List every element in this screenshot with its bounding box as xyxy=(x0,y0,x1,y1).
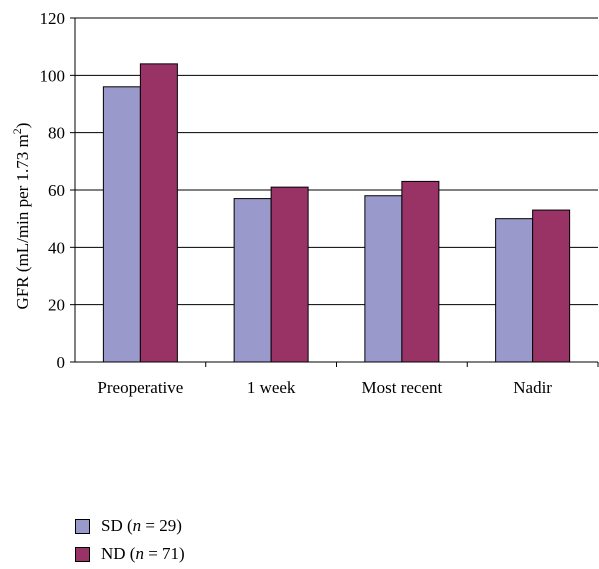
y-axis-title: GFR (mL/min per 1.73 m2) xyxy=(10,123,32,310)
y-tick-label: 20 xyxy=(48,296,65,315)
y-tick-label: 60 xyxy=(48,181,65,200)
y-tick-label: 100 xyxy=(40,66,66,85)
x-category-labels: Preoperative 1 week Most recent Nadir xyxy=(97,378,552,397)
legend-label-nd: ND (n = 71) xyxy=(101,544,185,563)
legend-swatch-nd xyxy=(75,546,90,562)
bar-chart: 0 20 40 60 80 100 120 Preoperative 1 week Most r… xyxy=(10,9,599,397)
bar-nd-0 xyxy=(139,63,178,363)
x-category-label: Preoperative xyxy=(97,378,183,397)
legend-label-sd: SD (n = 29) xyxy=(101,516,182,535)
bars xyxy=(102,63,571,363)
y-tick-label: 40 xyxy=(48,238,65,257)
bar-nd-2 xyxy=(401,180,440,363)
y-tick-labels: 0 20 40 60 80 100 120 xyxy=(40,9,66,372)
y-tick-label: 120 xyxy=(40,9,66,28)
bar-nd-3 xyxy=(532,209,571,363)
x-category-label: Most recent xyxy=(362,378,443,397)
bar-nd-1 xyxy=(270,186,309,363)
legend-item-nd: ND (n = 71) xyxy=(75,540,185,568)
x-category-label: Nadir xyxy=(513,378,552,397)
bar-sd-0 xyxy=(102,86,141,363)
y-tick-label: 0 xyxy=(57,353,66,372)
y-tick-label: 80 xyxy=(48,124,65,143)
bar-sd-1 xyxy=(233,198,272,363)
legend-item-sd: SD (n = 29) xyxy=(75,512,185,540)
axes xyxy=(74,18,599,367)
bar-sd-2 xyxy=(364,195,403,363)
x-category-label: 1 week xyxy=(247,378,296,397)
legend-swatch-sd xyxy=(75,518,90,534)
bar-sd-3 xyxy=(495,218,534,363)
legend: SD (n = 29) ND (n = 71) xyxy=(75,512,185,568)
